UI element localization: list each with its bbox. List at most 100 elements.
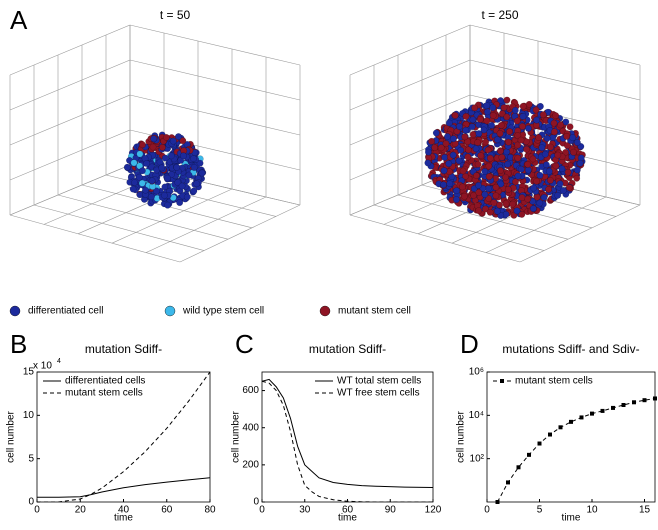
cell [469, 116, 477, 124]
cell [506, 128, 513, 135]
cell [503, 96, 511, 104]
box-grid-line [469, 24, 641, 66]
data-point [516, 465, 521, 470]
cell [530, 184, 538, 192]
cell [533, 193, 541, 201]
cell [569, 134, 577, 141]
cell [497, 167, 504, 174]
cell [502, 200, 510, 208]
cell [557, 121, 564, 129]
cell [477, 152, 485, 159]
data-point [579, 415, 584, 420]
cell [519, 113, 527, 120]
data-point [569, 419, 573, 424]
cell [492, 183, 500, 191]
y-tick-label: 15 [23, 367, 35, 378]
cell [475, 130, 483, 137]
cell [536, 199, 544, 207]
cell [469, 131, 477, 138]
y-axis-label: cell number [6, 410, 17, 462]
cell [481, 191, 489, 198]
data-point [632, 400, 636, 405]
box-grid-line [33, 204, 205, 251]
cell [173, 164, 181, 171]
cell [473, 172, 480, 179]
y-tick-label: 10 [23, 410, 35, 421]
cell [543, 134, 551, 142]
data-point [537, 441, 542, 446]
y-tick-label: 0 [28, 497, 34, 508]
cell [476, 116, 484, 123]
cell [543, 161, 550, 169]
cell [547, 177, 554, 184]
cell [444, 133, 451, 140]
cell [536, 171, 544, 179]
cell [538, 144, 546, 152]
legend-label: WT free stem cells [337, 388, 420, 399]
y-axis-label: cell number [456, 410, 467, 462]
cell [502, 173, 509, 181]
cell [161, 154, 169, 162]
cell [457, 146, 465, 154]
legend-label: mutant stem cell [338, 306, 411, 317]
cell [484, 108, 491, 116]
cell [529, 155, 537, 163]
cell [558, 165, 566, 173]
cell [532, 106, 540, 114]
cell [161, 192, 168, 199]
cell [142, 186, 149, 194]
y-multiplier: x 10 [33, 361, 52, 372]
data-point [506, 480, 510, 485]
cell [524, 195, 532, 203]
cell [513, 207, 521, 215]
cell [459, 167, 467, 175]
cell [131, 179, 138, 186]
cell [437, 144, 445, 152]
cell [482, 138, 489, 146]
x-tick-label: 15 [639, 505, 651, 516]
box-grid-line [485, 196, 607, 253]
x-tick-label: 0 [484, 505, 490, 516]
cell [475, 207, 483, 214]
legend-label: wild type stem cell [182, 306, 264, 317]
cell [164, 174, 171, 182]
panel-label: A [10, 5, 28, 35]
cell [136, 191, 144, 199]
y-tick-label: 0 [253, 497, 259, 508]
box-grid-line [9, 129, 131, 181]
box-grid-line [469, 59, 641, 101]
cell [494, 207, 501, 215]
series-line [497, 397, 655, 502]
cell [483, 102, 491, 109]
cell [566, 184, 573, 191]
cell [198, 169, 206, 177]
legend-label: differentiated cell [28, 306, 103, 317]
cell [525, 101, 533, 108]
cell [488, 122, 495, 129]
cell [450, 135, 457, 143]
box-grid-line [349, 59, 471, 111]
cell [496, 130, 504, 137]
cell [563, 133, 571, 140]
cell [486, 208, 494, 216]
cell [440, 181, 447, 189]
data-point [548, 432, 552, 437]
legend-marker [164, 305, 176, 317]
cell [464, 153, 472, 161]
cell [570, 148, 577, 156]
cell [563, 142, 571, 149]
cell [135, 173, 143, 181]
cell [153, 187, 160, 195]
series-line [262, 378, 433, 489]
data-point [642, 398, 647, 403]
series-line [262, 380, 433, 502]
y-tick-label: 10⁶ [469, 367, 484, 378]
cell [424, 159, 432, 167]
cell [545, 186, 552, 193]
cell [530, 205, 537, 212]
cell [190, 155, 197, 162]
cell [130, 159, 138, 167]
data-point [590, 411, 594, 416]
data-point [495, 500, 500, 504]
x-tick-label: 5 [537, 505, 543, 516]
